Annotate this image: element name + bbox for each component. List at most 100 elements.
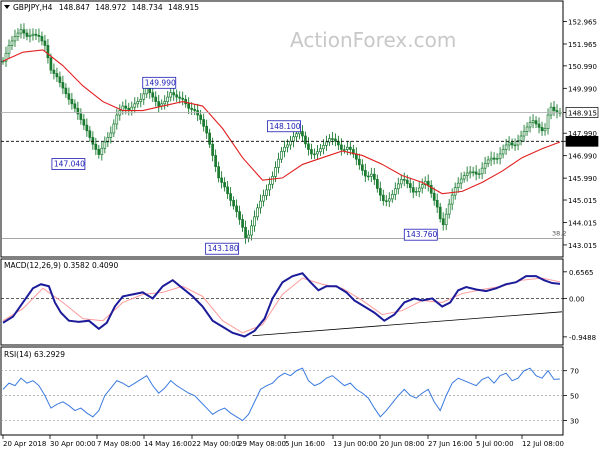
candle-body <box>91 137 95 145</box>
time-tick-label: 30 Apr 00:00 <box>50 440 96 448</box>
candle-body <box>438 206 442 220</box>
candle-body <box>444 213 448 226</box>
candle-body <box>390 194 394 200</box>
price-annotation-box <box>403 228 438 241</box>
candle-body <box>154 96 158 102</box>
price-tick-label: 147.630 <box>568 138 597 146</box>
candle-body <box>358 158 361 166</box>
candle-body <box>220 177 223 183</box>
candle-body <box>304 135 307 145</box>
time-tick-label: 20 Apr 2018 <box>3 440 46 448</box>
price-annotation-box <box>267 120 301 133</box>
candle-body <box>133 103 137 108</box>
candle-body <box>115 114 119 125</box>
candle-body <box>7 45 11 54</box>
candle-body <box>52 69 56 74</box>
moving-average-line <box>2 49 561 195</box>
candle-body <box>10 40 14 46</box>
candle-body <box>40 36 44 42</box>
candle-body <box>435 200 439 208</box>
fib-label: 38.2 <box>552 230 566 238</box>
candle-body <box>384 200 388 202</box>
candle-body <box>142 93 146 100</box>
candle-body <box>94 143 98 150</box>
candle-body <box>166 96 170 102</box>
candle-body <box>4 52 8 62</box>
rsi-axis: 70 50 30 <box>563 368 579 426</box>
price-annotation-label: 143.180 <box>208 244 239 253</box>
candle-body <box>250 225 253 236</box>
rsi-series <box>1 367 563 422</box>
candle-body <box>262 195 265 202</box>
candle-body <box>193 109 197 111</box>
annotations: 149.990 147.040 148.100 143.180 143.760 38.2 <box>51 76 566 255</box>
price-annotation-box <box>142 76 177 89</box>
candle-body <box>477 173 481 175</box>
macd-title: MACD(12,26,9) 0.3582 0.4090 <box>4 261 118 270</box>
candle-body <box>501 149 505 155</box>
candle-body <box>190 107 194 110</box>
candle-body <box>325 141 328 146</box>
candle-body <box>217 166 220 179</box>
candle-body <box>450 194 454 205</box>
price-tick-label: 145.015 <box>568 197 597 205</box>
candle-body <box>411 187 415 193</box>
collapse-triangle-icon[interactable] <box>4 5 10 9</box>
candle-body <box>405 179 409 184</box>
time-tick-label: 22 May 00:00 <box>192 440 240 448</box>
macd-tick-label: -0.9488 <box>569 334 596 342</box>
candle-body <box>259 200 262 209</box>
candle-body <box>286 144 289 148</box>
candle-body <box>271 176 274 185</box>
candle-body <box>537 123 541 128</box>
candle-body <box>214 155 217 168</box>
candle-body <box>49 57 53 71</box>
rsi-panel[interactable] <box>0 346 564 436</box>
candle-body <box>55 73 59 78</box>
macd-panel[interactable] <box>0 258 564 346</box>
candle-body <box>247 234 250 239</box>
candle-body <box>322 144 325 150</box>
candle-body <box>366 175 370 178</box>
price-annotation-box <box>51 158 86 170</box>
candle-body <box>543 128 547 132</box>
candle-body <box>528 122 532 128</box>
candle-body <box>363 170 367 177</box>
candle-body <box>205 125 208 134</box>
candle-body <box>28 34 32 37</box>
candle-body <box>229 193 232 201</box>
candle-body <box>522 131 526 137</box>
candle-body <box>378 188 382 196</box>
watermark: ActionForex.com <box>290 28 456 52</box>
candle-body <box>109 132 113 138</box>
candle-body <box>319 148 322 153</box>
candle-body <box>402 179 406 181</box>
price-axis: 152.965 151.965 150.990 149.990 148.915 147.9… <box>563 19 599 250</box>
candle-body <box>483 162 487 169</box>
candle-body <box>34 33 38 36</box>
candle-body <box>396 183 400 190</box>
candle-body <box>25 32 29 37</box>
candle-body <box>552 106 556 111</box>
candle-body <box>462 175 466 180</box>
candle-body <box>331 138 334 140</box>
candle-body <box>202 119 205 127</box>
candle-body <box>208 132 211 145</box>
svg-text:GBPJPY,H4 148.847: GBPJPY,H4 148.847 148.972 148.734 148.91… <box>13 3 199 12</box>
symbol-label: GBPJPY,H4 <box>13 3 53 12</box>
candle-body <box>232 200 235 207</box>
candle-body <box>313 153 316 156</box>
candle-body <box>238 211 241 220</box>
price-annotation-label: 147.040 <box>54 160 85 169</box>
candle-body <box>13 36 17 42</box>
price-annotation-label: 143.760 <box>406 230 437 239</box>
candle-body <box>169 92 173 98</box>
candle-body <box>387 198 391 202</box>
candle-body <box>310 149 313 155</box>
candle-body <box>253 216 256 227</box>
price-tick-label: 146.990 <box>568 153 597 161</box>
candle-body <box>103 141 107 149</box>
price-annotation-box <box>205 242 240 255</box>
candle-body <box>340 144 343 150</box>
